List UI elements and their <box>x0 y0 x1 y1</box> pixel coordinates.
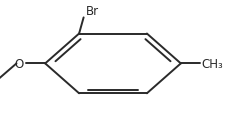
Text: CH₃: CH₃ <box>201 57 223 70</box>
Text: O: O <box>14 57 23 70</box>
Text: Br: Br <box>86 5 99 18</box>
